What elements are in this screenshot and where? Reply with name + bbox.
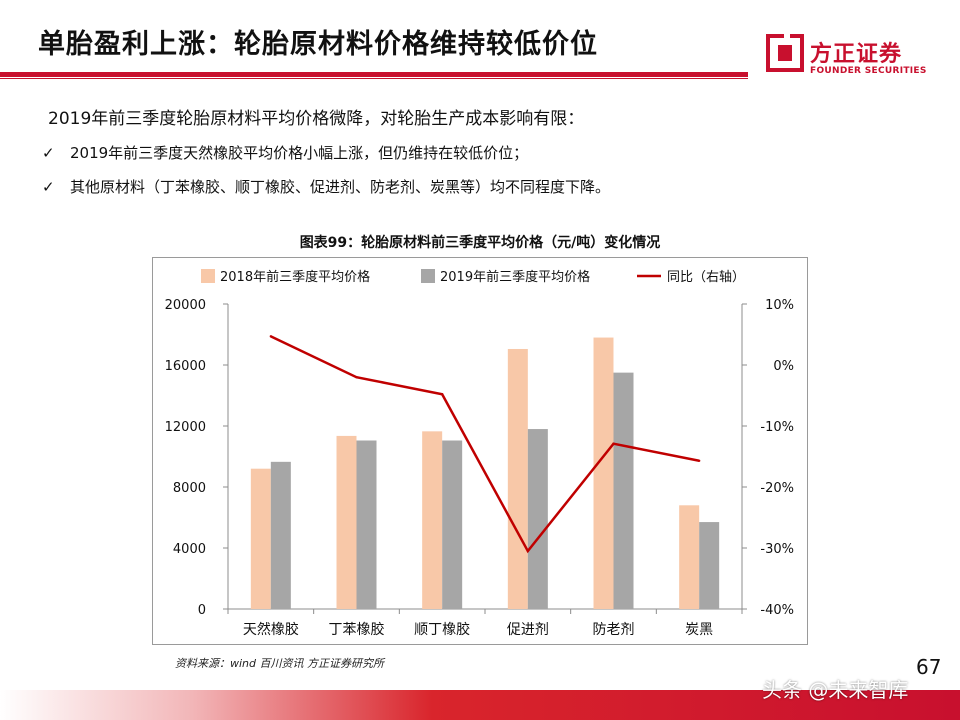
x-category-label: 炭黑 [685, 622, 713, 638]
legend-label: 同比（右轴） [667, 270, 745, 285]
yoy-point [440, 393, 444, 396]
y-right-tick-label: -10% [760, 420, 794, 435]
y-right-tick-label: -30% [760, 542, 794, 557]
legend-swatch [201, 269, 215, 283]
logo-chinese-name: 方正证券 [810, 42, 903, 67]
bar-2019 [699, 522, 720, 609]
y-right-tick-label: 10% [765, 298, 794, 313]
check-icon: ✓ [42, 144, 55, 162]
check-icon: ✓ [42, 178, 55, 196]
y-right-tick-label: -20% [760, 481, 794, 496]
bottom-bar [0, 690, 960, 720]
logo-english-name: FOUNDER SECURITIES [810, 66, 927, 76]
bullet-item: ✓ 2019年前三季度天然橡胶平均价格小幅上涨，但仍维持在较低价位； [42, 142, 528, 163]
bar-2018 [507, 348, 528, 609]
y-left-tick-label: 4000 [173, 542, 206, 557]
title-rule [0, 72, 748, 79]
bar-2018 [593, 337, 614, 609]
yoy-point [355, 376, 358, 379]
source-note: 资料来源：wind 百川资讯 方正证券研究所 [175, 657, 384, 670]
yoy-point [269, 335, 273, 338]
y-left-tick-label: 20000 [165, 298, 206, 313]
y-right-tick-label: -40% [760, 603, 794, 618]
legend-label: 2019年前三季度平均价格 [440, 269, 590, 285]
bar-2018 [422, 431, 443, 609]
yoy-line [270, 335, 700, 554]
page-number: 67 [916, 655, 942, 679]
y-left-tick-label: 12000 [165, 420, 206, 435]
x-category-label: 促进剂 [507, 622, 549, 638]
company-logo: 方正证券 FOUNDER SECURITIES [766, 34, 946, 82]
figure-caption: 图表99：轮胎原材料前三季度平均价格（元/吨）变化情况 [299, 235, 661, 251]
y-left-tick-label: 8000 [173, 481, 206, 496]
x-category-label: 防老剂 [593, 622, 635, 638]
watermark: 头条 @未来智库 [762, 678, 909, 702]
yoy-point [612, 442, 615, 445]
bar-2019 [442, 440, 463, 609]
bullet-text: 其他原材料（丁苯橡胶、顺丁橡胶、促进剂、防老剂、炭黑等）均不同程度下降。 [70, 178, 611, 196]
legend-label: 2018年前三季度平均价格 [220, 269, 370, 285]
bar-2019 [613, 372, 634, 609]
y-left-tick-label: 0 [198, 603, 206, 618]
bullet-item: ✓ 其他原材料（丁苯橡胶、顺丁橡胶、促进剂、防老剂、炭黑等）均不同程度下降。 [42, 176, 610, 197]
x-category-label: 天然橡胶 [243, 621, 299, 638]
bar-2019 [356, 440, 377, 609]
bullet-text: 2019年前三季度天然橡胶平均价格小幅上涨，但仍维持在较低价位； [70, 144, 529, 162]
y-left-tick-label: 16000 [165, 359, 206, 374]
bar-2018 [336, 435, 357, 609]
yoy-point [697, 459, 701, 462]
chart-container: 0 4000 8000 12000 16000 20000 -40% -30% -20% -10%… [152, 257, 808, 645]
founder-logo-icon [766, 34, 804, 72]
x-category-label: 丁苯橡胶 [329, 621, 385, 638]
yoy-point [526, 549, 530, 553]
legend-swatch [421, 269, 435, 283]
bar-2019 [270, 461, 291, 609]
bar-2019 [527, 429, 548, 609]
bar-2018 [679, 505, 700, 609]
intro-text: 2019年前三季度轮胎原材料平均价格微降，对轮胎生产成本影响有限： [48, 109, 585, 129]
slide-title: 单胎盈利上涨：轮胎原材料价格维持较低价位 [38, 29, 598, 60]
bar-2018 [250, 468, 271, 609]
price-chart: 0 4000 8000 12000 16000 20000 -40% -30% -20% -10%… [165, 269, 794, 638]
x-category-label: 顺丁橡胶 [414, 621, 470, 638]
y-right-tick-label: 0% [773, 359, 794, 374]
